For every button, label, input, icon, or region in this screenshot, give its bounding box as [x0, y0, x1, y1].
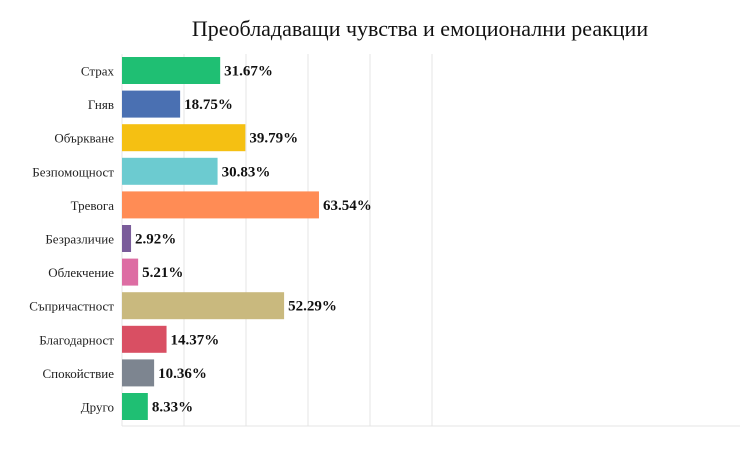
bar: [122, 258, 139, 286]
bar: [122, 157, 218, 185]
category-label: Съпричастност: [29, 299, 114, 314]
bar: [122, 90, 181, 118]
bar: [122, 325, 167, 353]
value-label: 10.36%: [158, 366, 207, 382]
value-label: 5.21%: [142, 265, 183, 281]
category-label: Безразличие: [45, 232, 114, 247]
category-label: Гняв: [88, 97, 114, 112]
category-label: Друго: [81, 400, 114, 415]
value-label: 31.67%: [224, 64, 273, 80]
value-label: 63.54%: [323, 198, 372, 214]
bar: [122, 225, 132, 252]
category-label: Облекчение: [48, 265, 114, 280]
bar: [122, 57, 221, 84]
value-label: 39.79%: [249, 131, 298, 147]
category-label: Тревога: [71, 198, 115, 213]
chart-title: Преобладаващи чувства и емоционални реак…: [191, 16, 649, 41]
bar: [122, 292, 285, 320]
bar: [122, 359, 155, 387]
value-label: 30.83%: [222, 164, 271, 180]
category-label: Страх: [81, 64, 115, 79]
value-label: 14.37%: [171, 332, 220, 348]
category-label: Благодарност: [39, 332, 114, 347]
bar: [122, 393, 148, 420]
category-label: Объркване: [54, 131, 114, 146]
value-label: 52.29%: [288, 299, 337, 315]
category-label: Безпомощност: [32, 164, 114, 179]
bar: [122, 191, 319, 219]
value-label: 8.33%: [152, 400, 193, 416]
category-label: Спокойствие: [42, 366, 114, 381]
bar: [122, 124, 246, 152]
value-label: 18.75%: [184, 97, 233, 113]
value-label: 2.92%: [135, 232, 176, 248]
